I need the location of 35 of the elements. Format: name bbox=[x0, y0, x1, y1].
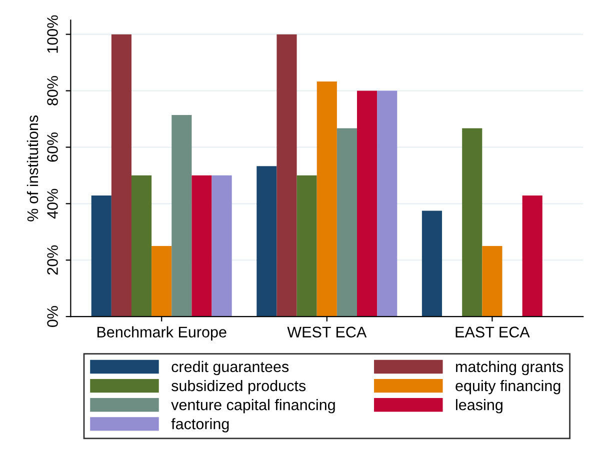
bar bbox=[192, 175, 212, 317]
bar bbox=[212, 175, 232, 317]
bar bbox=[462, 128, 482, 317]
x-tick-label: WEST ECA bbox=[287, 326, 367, 338]
y-tick-label: 40% bbox=[47, 188, 58, 219]
bar bbox=[357, 90, 378, 317]
bar bbox=[377, 90, 398, 317]
bar bbox=[422, 210, 442, 317]
bar bbox=[256, 166, 277, 317]
y-tick-label: 100% bbox=[47, 15, 58, 53]
bar bbox=[316, 81, 337, 317]
x-tick-label: EAST ECA bbox=[456, 326, 530, 338]
legend-label: matching grants bbox=[456, 360, 564, 376]
y-tick-label: 0% bbox=[47, 306, 58, 327]
legend-label: venture capital financing bbox=[171, 399, 335, 414]
x-tick-label: Benchmark Europe bbox=[97, 326, 226, 341]
bar bbox=[336, 128, 358, 317]
bar bbox=[296, 175, 317, 317]
y-tick-label: 20% bbox=[47, 245, 58, 275]
bar bbox=[152, 246, 172, 317]
legend-label: equity financing bbox=[456, 380, 560, 394]
y-tick-label: 60% bbox=[47, 132, 58, 162]
bar bbox=[91, 195, 112, 317]
bar bbox=[111, 34, 132, 317]
y-tick-label: 80% bbox=[47, 76, 58, 106]
bar bbox=[482, 246, 502, 317]
bar bbox=[131, 175, 152, 317]
bar bbox=[172, 115, 192, 317]
legend-label: credit guarantees bbox=[172, 360, 289, 376]
legend-label: leasing bbox=[456, 399, 502, 414]
legend-label: factoring bbox=[171, 418, 229, 432]
bar bbox=[522, 195, 542, 317]
legend-label: subsidized products bbox=[172, 380, 306, 394]
y-axis-title: % of institutions bbox=[26, 115, 38, 222]
bar bbox=[276, 34, 297, 317]
